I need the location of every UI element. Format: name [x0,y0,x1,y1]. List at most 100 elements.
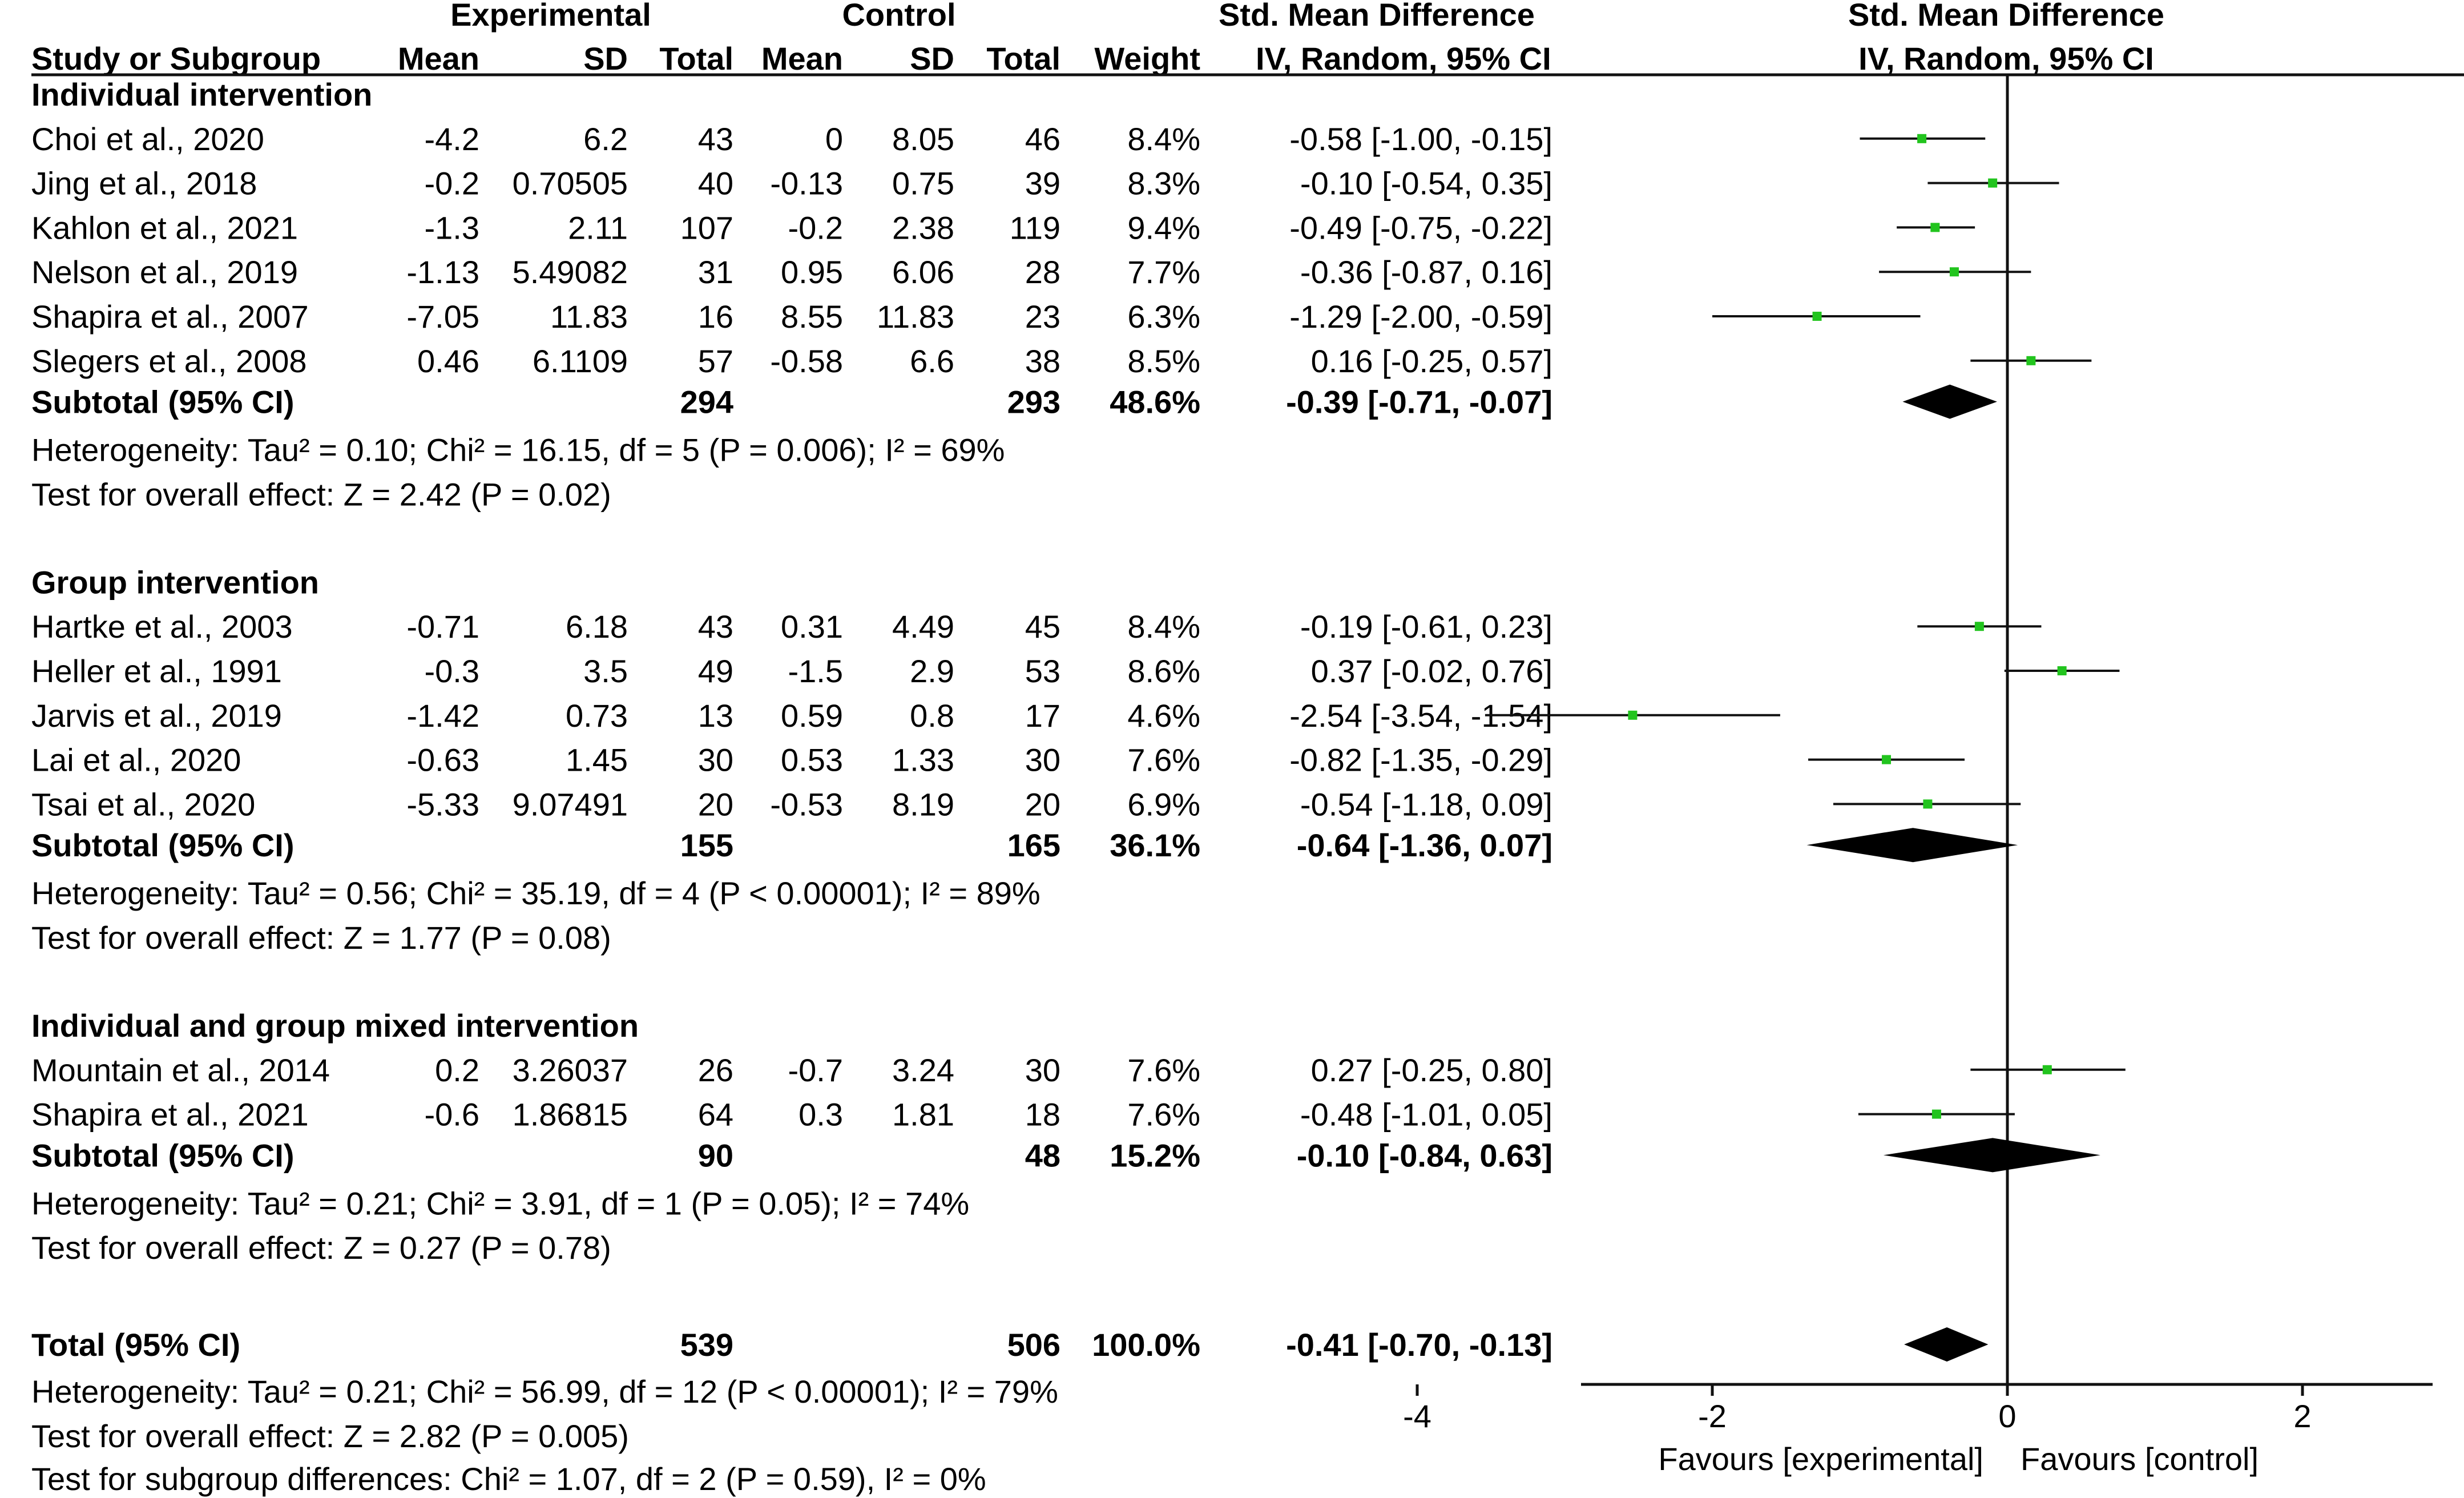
cell-study: Nelson et al., 2019 [31,254,298,290]
subtotal-weight: 36.1% [1110,827,1200,863]
subtotal-label: Subtotal (95% CI) [31,1137,294,1173]
subtotal-ctl-total: 48 [1025,1137,1060,1173]
cell-ci-text: -0.58 [-1.00, -0.15] [1289,121,1552,157]
cell-study: Jarvis et al., 2019 [31,698,282,734]
cell-ctl-mean: 0.95 [781,254,843,290]
subtotal-label: Subtotal (95% CI) [31,384,294,420]
point-estimate-marker [1882,755,1892,764]
cell-ctl-total: 18 [1025,1097,1060,1133]
cell-exp-sd: 3.5 [583,653,628,689]
cell-ctl-sd: 4.49 [892,609,954,645]
point-estimate-marker [1974,622,1984,631]
cell-ctl-mean: -0.7 [788,1052,844,1088]
subtotal-exp-total: 155 [680,827,733,863]
subtotal-ci: -0.10 [-0.84, 0.63] [1297,1137,1552,1173]
subtotal-weight: 48.6% [1110,384,1200,420]
table-body: Individual intervention Choi et al., 2020… [31,76,1552,1497]
point-estimate-marker [1931,1109,1941,1119]
cell-exp-mean: -5.33 [406,786,479,822]
cell-study: Slegers et al., 2008 [31,343,307,379]
cell-ctl-total: 39 [1025,166,1060,202]
cell-weight: 8.6% [1127,653,1200,689]
cell-weight: 7.7% [1127,254,1200,290]
header-ctl-total: Total [986,41,1060,76]
header-smd-table: Std. Mean Difference [1219,0,1535,33]
cell-ci-text: -1.29 [-2.00, -0.59] [1289,299,1552,335]
axis-tick-label: 0 [1998,1398,2016,1434]
cell-exp-mean: -0.2 [425,166,480,202]
point-estimate-marker [1812,312,1822,321]
header-control: Control [842,0,955,33]
cell-exp-mean: -0.3 [425,653,480,689]
group-heading: Individual intervention [31,76,372,112]
cell-ctl-total: 17 [1025,698,1060,734]
point-estimate-marker [2026,356,2036,365]
cell-study: Heller et al., 1991 [31,653,282,689]
header-experimental: Experimental [450,0,651,33]
heterogeneity-text: Heterogeneity: Tau² = 0.21; Chi² = 3.91,… [31,1185,969,1221]
cell-ctl-mean: -0.58 [770,343,843,379]
cell-exp-mean: -1.13 [406,254,479,290]
cell-ctl-sd: 1.33 [892,742,954,778]
axis-tick-label: 2 [2293,1398,2311,1434]
cell-ctl-sd: 8.05 [892,121,954,157]
header-study: Study or Subgroup [31,41,321,76]
total-label: Total (95% CI) [31,1327,240,1363]
cell-ctl-total: 45 [1025,609,1060,645]
cell-study: Lai et al., 2020 [31,742,241,778]
point-estimate-marker [1923,799,1933,809]
cell-exp-mean: -1.42 [406,698,479,734]
header-exp-total: Total [659,41,733,76]
subgroup-differences-text: Test for subgroup differences: Chi² = 1.… [31,1461,986,1497]
subtotal-diamond [1806,828,2018,863]
cell-exp-mean: -1.3 [425,210,480,245]
cell-weight: 8.3% [1127,166,1200,202]
subtotal-exp-total: 294 [680,384,733,420]
cell-exp-total: 43 [698,121,733,157]
axis-ticks: -4-2024 [1403,1384,2312,1434]
cell-weight: 7.6% [1127,1097,1200,1133]
cell-ctl-total: 28 [1025,254,1060,290]
cell-ci-text: -0.82 [-1.35, -0.29] [1289,742,1552,778]
cell-weight: 8.4% [1127,609,1200,645]
header-ctl-mean: Mean [761,41,843,76]
header-exp-sd: SD [583,41,628,76]
subtotal-ctl-total: 293 [1007,384,1060,420]
cell-exp-total: 43 [698,609,733,645]
group-heading: Group intervention [31,564,319,600]
point-estimate-marker [2057,666,2067,675]
cell-exp-sd: 6.18 [566,609,628,645]
cell-study: Tsai et al., 2020 [31,786,255,822]
cell-ci-text: -0.49 [-0.75, -0.22] [1289,210,1552,245]
cell-exp-mean: -0.71 [406,609,479,645]
cell-exp-sd: 9.07491 [513,786,628,822]
cell-ctl-sd: 11.83 [877,299,954,335]
cell-exp-sd: 2.11 [568,210,628,245]
cell-ctl-mean: -1.5 [788,653,844,689]
cell-study: Jing et al., 2018 [31,166,257,202]
total-overall-effect-text: Test for overall effect: Z = 2.82 (P = 0… [31,1418,629,1454]
cell-exp-total: 16 [698,299,733,335]
cell-exp-total: 20 [698,786,733,822]
total-exp-total: 539 [680,1327,733,1363]
cell-exp-total: 30 [698,742,733,778]
cell-ctl-sd: 2.38 [892,210,954,245]
subtotal-ctl-total: 165 [1007,827,1060,863]
cell-ctl-mean: -0.2 [788,210,844,245]
cell-exp-sd: 6.1109 [533,343,628,379]
cell-ci-text: 0.37 [-0.02, 0.76] [1311,653,1552,689]
subtotal-ci: -0.39 [-0.71, -0.07] [1286,384,1552,420]
cell-study: Mountain et al., 2014 [31,1052,330,1088]
cell-ctl-sd: 6.06 [892,254,954,290]
point-estimate-marker [1628,710,1638,720]
cell-study: Shapira et al., 2007 [31,299,309,335]
cell-study: Hartke et al., 2003 [31,609,293,645]
cell-exp-total: 57 [698,343,733,379]
cell-ctl-mean: -0.13 [770,166,843,202]
overall-effect-text: Test for overall effect: Z = 2.42 (P = 0… [31,476,611,512]
cell-exp-sd: 5.49082 [513,254,628,290]
heterogeneity-text: Heterogeneity: Tau² = 0.10; Chi² = 16.15… [31,432,1005,468]
cell-exp-total: 31 [698,254,733,290]
cell-ctl-total: 46 [1025,121,1060,157]
header-smd-plot: Std. Mean Difference [1848,0,2164,33]
